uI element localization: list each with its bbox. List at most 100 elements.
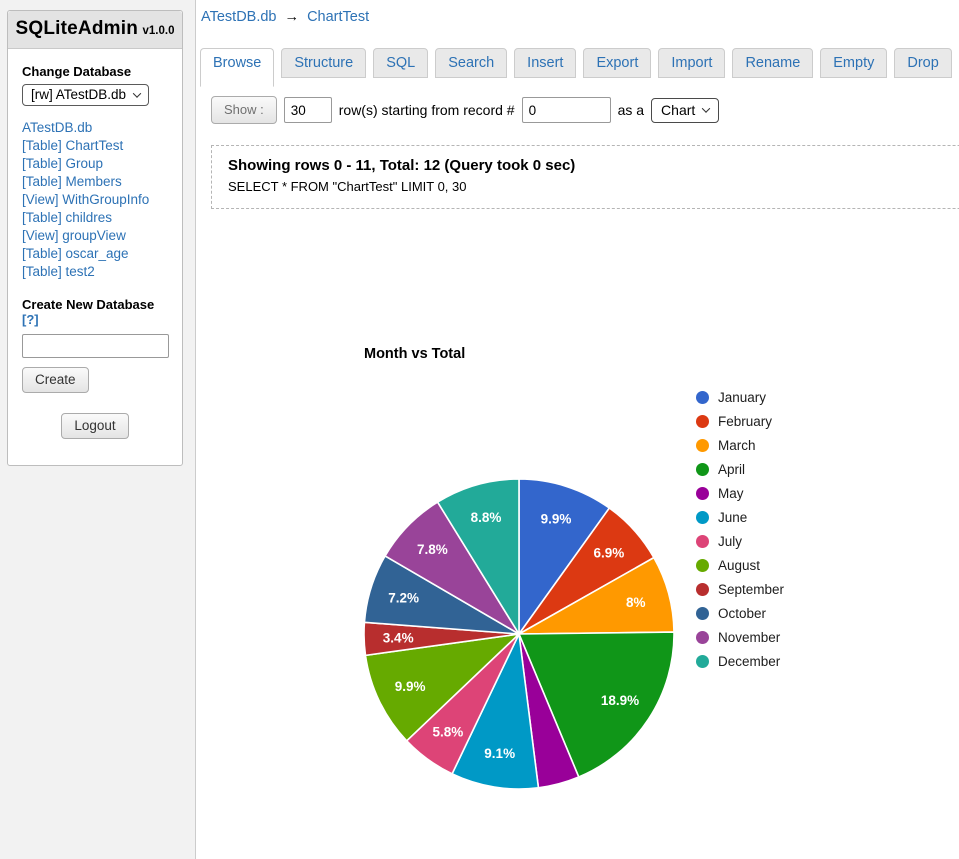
legend-item-august: August xyxy=(696,553,784,577)
legend-color-dot-icon xyxy=(696,582,709,596)
database-select-value: [rw] ATestDB.db xyxy=(31,87,127,102)
sidebar-item-table-test2[interactable]: [Table] test2 xyxy=(22,264,95,279)
chart-legend: January February March April May June July Augu… xyxy=(696,385,784,673)
pie-slice-label: 7.8% xyxy=(417,542,448,557)
legend-item-july: July xyxy=(696,529,784,553)
tab-search[interactable]: Search xyxy=(435,48,508,78)
breadcrumb-database-link[interactable]: ATestDB.db xyxy=(201,9,277,25)
legend-color-dot-icon xyxy=(696,462,709,476)
tab-empty[interactable]: Empty xyxy=(820,48,888,78)
main-area: ATestDB.db → ChartTest Browse Structure SQ… xyxy=(197,0,959,859)
create-database-label: Create New Database [?] xyxy=(22,297,155,327)
sidebar-item-table-oscar-age[interactable]: [Table] oscar_age xyxy=(22,246,129,261)
tab-browse[interactable]: Browse xyxy=(200,48,275,87)
legend-label: June xyxy=(718,509,748,525)
legend-color-dot-icon xyxy=(696,414,709,428)
breadcrumb: ATestDB.db → ChartTest xyxy=(201,9,369,25)
pie-slice-april[interactable] xyxy=(518,631,675,778)
legend-color-dot-icon xyxy=(696,486,709,500)
legend-item-march: March xyxy=(696,433,784,457)
row-count-input[interactable] xyxy=(283,97,332,123)
pie-slice-label: 6.9% xyxy=(594,546,625,561)
logout-button[interactable]: Logout xyxy=(61,413,129,439)
pie-slice-label: 18.9% xyxy=(601,693,639,708)
legend-color-dot-icon xyxy=(696,390,709,404)
pie-chart: 9.9% 6.9% 8% 18.9% 9.1% 5.8% 9.9% 3.4% 7.2% 7.8% 8… xyxy=(363,478,675,790)
create-button[interactable]: Create xyxy=(22,367,89,393)
query-sql: SELECT * FROM "ChartTest" LIMIT 0, 30 xyxy=(228,179,467,194)
legend-color-dot-icon xyxy=(696,654,709,668)
tab-import[interactable]: Import xyxy=(658,48,726,78)
legend-item-december: December xyxy=(696,649,784,673)
sidebar-item-view-groupview[interactable]: [View] groupView xyxy=(22,228,126,243)
legend-color-dot-icon xyxy=(696,558,709,572)
legend-item-may: May xyxy=(696,481,784,505)
legend-color-dot-icon xyxy=(696,438,709,452)
legend-label: September xyxy=(718,581,785,597)
help-link[interactable]: [?] xyxy=(22,312,39,327)
tab-rename[interactable]: Rename xyxy=(732,48,814,78)
sidebar-item-table-members[interactable]: [Table] Members xyxy=(22,174,122,189)
chevron-down-icon xyxy=(132,88,142,98)
legend-label: November xyxy=(718,629,781,645)
pie-slice-label: 3.4% xyxy=(383,630,414,645)
sidebar-column: SQLiteAdmin v1.0.0 Change Database [rw] … xyxy=(0,0,196,859)
legend-color-dot-icon xyxy=(696,606,709,620)
sidebar-item-table-childres[interactable]: [Table] childres xyxy=(22,210,113,225)
legend-item-february: February xyxy=(696,409,784,433)
rows-starting-label: row(s) starting from record # xyxy=(338,102,515,118)
app-version: v1.0.0 xyxy=(142,25,175,37)
legend-item-april: April xyxy=(696,457,784,481)
legend-color-dot-icon xyxy=(696,630,709,644)
pie-slice-label: 7.2% xyxy=(388,591,419,606)
pie-slice-december[interactable] xyxy=(436,478,520,635)
legend-label: January xyxy=(718,389,767,405)
tab-insert[interactable]: Insert xyxy=(514,48,577,78)
legend-color-dot-icon xyxy=(696,534,709,548)
sidebar-item-atestdb-db[interactable]: ATestDB.db xyxy=(22,120,93,135)
show-button[interactable]: Show : xyxy=(211,96,277,124)
legend-label: August xyxy=(718,557,761,573)
pie-slice-january[interactable] xyxy=(518,478,611,635)
breadcrumb-table-link[interactable]: ChartTest xyxy=(307,9,370,25)
legend-item-january: January xyxy=(696,385,784,409)
legend-item-september: September xyxy=(696,577,784,601)
pie-slice-label: 8% xyxy=(626,595,646,610)
legend-label: December xyxy=(718,653,781,669)
legend-item-october: October xyxy=(696,601,784,625)
pie-slice-label: 5.8% xyxy=(433,724,464,739)
tab-bar: Browse Structure SQL Search Insert Export Impo… xyxy=(200,48,952,87)
start-record-input[interactable] xyxy=(521,97,611,123)
chevron-down-icon xyxy=(702,103,711,113)
database-object-list: ATestDB.db [Table] ChartTest [Table] Group… xyxy=(22,119,168,281)
legend-item-june: June xyxy=(696,505,784,529)
view-mode-select-value: Chart xyxy=(661,101,696,118)
tab-sql[interactable]: SQL xyxy=(373,48,429,78)
tab-export[interactable]: Export xyxy=(583,48,652,78)
pie-slice-august[interactable] xyxy=(364,633,520,742)
app-header: SQLiteAdmin v1.0.0 xyxy=(8,11,182,49)
legend-label: May xyxy=(718,485,744,501)
sidebar-item-table-charttest[interactable]: [Table] ChartTest xyxy=(22,138,124,153)
legend-label: March xyxy=(718,437,756,453)
query-result-box: Showing rows 0 - 11, Total: 12 (Query to… xyxy=(211,145,959,209)
view-mode-select[interactable]: Chart xyxy=(651,97,720,123)
sidebar-item-view-withgroupinfo[interactable]: [View] WithGroupInfo xyxy=(22,192,150,207)
legend-label: February xyxy=(718,413,773,429)
database-select[interactable]: [rw] ATestDB.db xyxy=(22,84,150,106)
change-database-label: Change Database xyxy=(22,64,132,79)
legend-label: April xyxy=(718,461,746,477)
legend-label: October xyxy=(718,605,767,621)
new-database-input[interactable] xyxy=(22,334,169,358)
browse-controls: Show : row(s) starting from record # as … xyxy=(211,96,720,124)
tab-structure[interactable]: Structure xyxy=(281,48,367,78)
sidebar-item-table-group[interactable]: [Table] Group xyxy=(22,156,104,171)
legend-item-november: November xyxy=(696,625,784,649)
pie-slice-june[interactable] xyxy=(451,633,540,790)
pie-slice-label: 9.9% xyxy=(395,679,426,694)
legend-color-dot-icon xyxy=(696,510,709,524)
tab-drop[interactable]: Drop xyxy=(894,48,952,78)
sidebar-body: Change Database [rw] ATestDB.db ATestDB.… xyxy=(8,49,182,465)
pie-slice-label: 8.8% xyxy=(471,510,502,525)
